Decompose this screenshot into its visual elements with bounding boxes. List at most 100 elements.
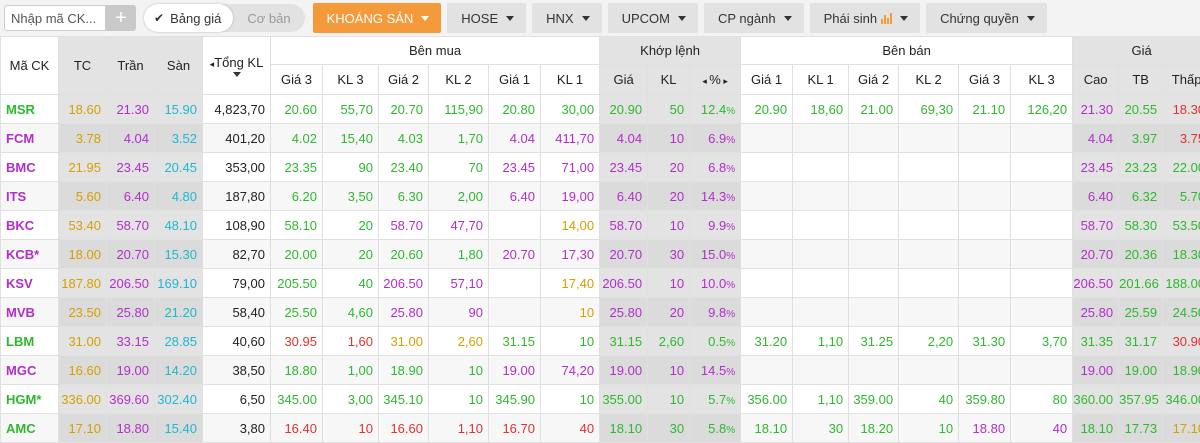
ceiling-price: 20.70 xyxy=(107,240,155,269)
stock-code[interactable]: BMC xyxy=(1,153,59,182)
stock-code[interactable]: FCM xyxy=(1,124,59,153)
stock-code[interactable]: KSV xyxy=(1,269,59,298)
subheader-gia-1[interactable]: TB xyxy=(1119,65,1163,95)
tab-cp-nganh[interactable]: CP ngành xyxy=(704,3,804,33)
tab-hnx[interactable]: HNX xyxy=(532,3,601,33)
chevron-down-icon xyxy=(900,16,908,21)
subheader-ban-2[interactable]: Giá 2 xyxy=(849,65,899,95)
view-toggle-price-board[interactable]: ✔ Bảng giá xyxy=(144,4,233,32)
bid-cell-1: 4,60 xyxy=(323,298,379,327)
ask-cell-1: 1,10 xyxy=(793,385,849,414)
total-volume: 82,70 xyxy=(203,240,271,269)
subheader-mua-5[interactable]: KL 1 xyxy=(541,65,600,95)
tab-hose[interactable]: HOSE xyxy=(447,3,526,33)
price-stat-2: 22.00 xyxy=(1163,153,1200,182)
bid-cell-3: 57,10 xyxy=(429,269,489,298)
bid-cell-2: 4.03 xyxy=(379,124,429,153)
view-toggle-basic[interactable]: Cơ bản xyxy=(233,4,304,32)
subheader-ban-0[interactable]: Giá 1 xyxy=(741,65,793,95)
tab-chung-quyen[interactable]: Chứng quyền xyxy=(926,3,1047,33)
chevron-down-icon xyxy=(678,16,686,21)
subheader-ban-3[interactable]: KL 2 xyxy=(899,65,959,95)
bid-cell-2: 58.70 xyxy=(379,211,429,240)
bid-cell-4: 6.40 xyxy=(489,182,541,211)
header-ma-ck[interactable]: Mã CK xyxy=(1,37,59,95)
price-stat-0: 20.70 xyxy=(1073,240,1119,269)
subheader-mua-0[interactable]: Giá 3 xyxy=(271,65,323,95)
header-san[interactable]: Sàn xyxy=(155,37,203,95)
stock-code[interactable]: AMC xyxy=(1,414,59,443)
match-cell-1: 20 xyxy=(648,153,690,182)
ask-cell-3: 40 xyxy=(899,385,959,414)
tab-upcom[interactable]: UPCOM xyxy=(608,3,698,33)
percent-sign: % xyxy=(726,251,735,262)
header-tc[interactable]: TC xyxy=(59,37,107,95)
ask-cell-3 xyxy=(899,356,959,385)
stock-code[interactable]: MVB xyxy=(1,298,59,327)
price-stat-0: 4.04 xyxy=(1073,124,1119,153)
stock-code[interactable]: ITS xyxy=(1,182,59,211)
bid-cell-5: 10 xyxy=(541,385,600,414)
stock-code[interactable]: MSR xyxy=(1,95,59,124)
subheader-khop-2[interactable]: ◂ % ▸ xyxy=(690,65,741,95)
tab-khoang-san[interactable]: KHOÁNG SẢN xyxy=(313,3,442,33)
ask-cell-2 xyxy=(849,269,899,298)
floor-price: 15.90 xyxy=(155,95,203,124)
ask-cell-1 xyxy=(793,269,849,298)
match-cell-1: 20 xyxy=(648,182,690,211)
subheader-mua-3[interactable]: KL 2 xyxy=(429,65,489,95)
bid-cell-2: 206.50 xyxy=(379,269,429,298)
subheader-mua-1[interactable]: KL 3 xyxy=(323,65,379,95)
stock-search-input[interactable] xyxy=(4,5,106,31)
ask-cell-2: 359.00 xyxy=(849,385,899,414)
ask-cell-3 xyxy=(899,211,959,240)
sort-down-icon xyxy=(233,72,241,77)
match-cell-0: 31.15 xyxy=(600,327,648,356)
stock-code[interactable]: BKC xyxy=(1,211,59,240)
subheader-ban-4[interactable]: Giá 3 xyxy=(959,65,1011,95)
bid-cell-4: 19.00 xyxy=(489,356,541,385)
bar-chart-icon xyxy=(881,13,892,24)
subheader-mua-2[interactable]: Giá 2 xyxy=(379,65,429,95)
ask-cell-4 xyxy=(959,124,1011,153)
stock-code[interactable]: LBM xyxy=(1,327,59,356)
ceiling-price: 6.40 xyxy=(107,182,155,211)
add-stock-button[interactable]: + xyxy=(106,5,136,31)
ref-price: 187.80 xyxy=(59,269,107,298)
bid-cell-3: 1,80 xyxy=(429,240,489,269)
view-toggle-price-board-label: Bảng giá xyxy=(170,11,221,26)
stock-code[interactable]: HGM* xyxy=(1,385,59,414)
subheader-mua-4[interactable]: Giá 1 xyxy=(489,65,541,95)
subheader-ban-5[interactable]: KL 3 xyxy=(1011,65,1073,95)
bid-cell-1: 15,40 xyxy=(323,124,379,153)
ask-cell-0 xyxy=(741,298,793,327)
ask-cell-3: 2,20 xyxy=(899,327,959,356)
subheader-gia-0[interactable]: Cao xyxy=(1073,65,1119,95)
tab-phai-sinh[interactable]: Phái sinh xyxy=(810,3,920,33)
tab-label: HNX xyxy=(546,11,573,26)
subheader-khop-1[interactable]: KL xyxy=(648,65,690,95)
subheader-ban-1[interactable]: KL 1 xyxy=(793,65,849,95)
price-stat-1: 20.55 xyxy=(1119,95,1163,124)
match-cell-0: 19.00 xyxy=(600,356,648,385)
subheader-khop-0[interactable]: Giá xyxy=(600,65,648,95)
stock-code[interactable]: MGC xyxy=(1,356,59,385)
stock-code[interactable]: KCB* xyxy=(1,240,59,269)
header-tong-kl[interactable]: ◂Tổng KL xyxy=(203,37,271,95)
total-volume: 6,50 xyxy=(203,385,271,414)
subheader-gia-2[interactable]: Thấp xyxy=(1163,65,1200,95)
header-tran[interactable]: Trần xyxy=(107,37,155,95)
ask-cell-4: 21.10 xyxy=(959,95,1011,124)
